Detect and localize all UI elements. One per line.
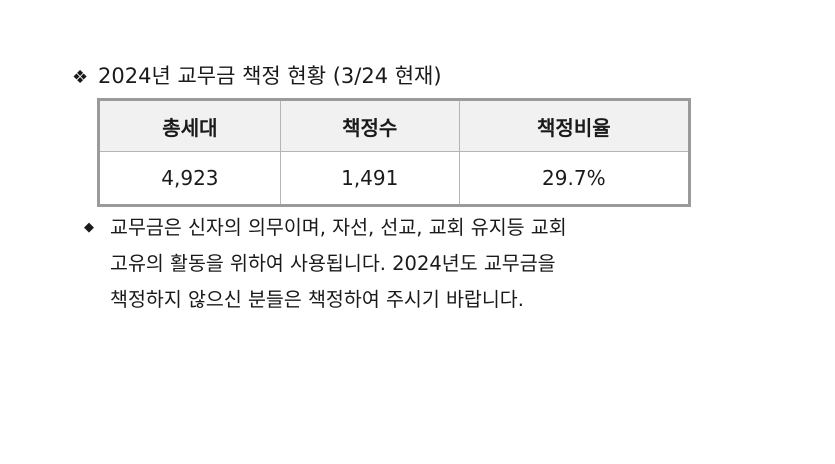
cell-total-households: 4,923 xyxy=(98,151,281,206)
title-text: 2024년 교무금 책정 현황 (3/24 현재) xyxy=(98,64,442,88)
note-line: 고유의 활동을 위하여 사용됩니다. 2024년도 교무금을 xyxy=(110,252,556,275)
section-title: ❖ 2024년 교무금 책정 현황 (3/24 현재) xyxy=(72,60,442,90)
header-assessed-ratio: 책정비율 xyxy=(458,99,691,152)
table-row: 4,923 1,491 29.7% xyxy=(98,151,691,206)
table-header-row: 총세대 책정수 책정비율 xyxy=(98,99,691,152)
header-assessed-count: 책정수 xyxy=(279,99,460,152)
cell-assessed-ratio: 29.7% xyxy=(458,151,691,206)
header-total-households: 총세대 xyxy=(98,99,281,152)
assessment-table: 총세대 책정수 책정비율 4,923 1,491 29.7% xyxy=(97,98,691,207)
cell-assessed-count: 1,491 xyxy=(279,151,460,206)
diamond-bullet-icon: ❖ xyxy=(72,67,89,88)
note-line: 교무금은 신자의 의무이며, 자선, 선교, 교회 유지등 교회 xyxy=(110,216,567,239)
note-line: 책정하지 않으신 분들은 책정하여 주시기 바랍니다. xyxy=(110,288,524,311)
note-paragraph: ◆ 교무금은 신자의 의무이며, 자선, 선교, 교회 유지등 교회 고유의 활… xyxy=(84,210,704,318)
diamond-bullet-icon: ◆ xyxy=(84,220,94,235)
